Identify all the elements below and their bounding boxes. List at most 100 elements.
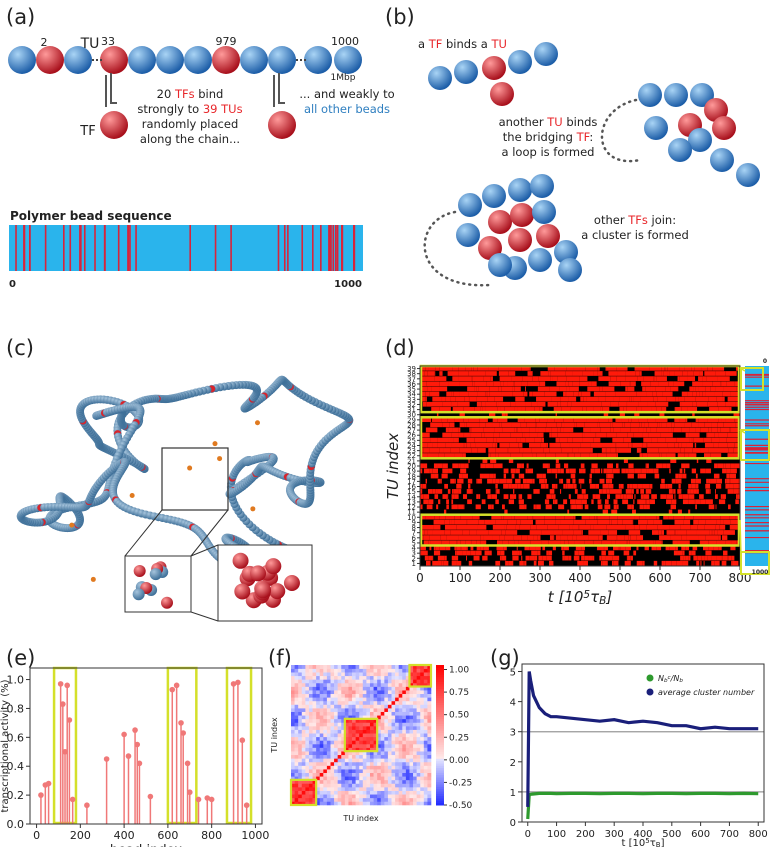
matrix-cell (334, 669, 338, 673)
activity-run (581, 463, 585, 468)
matrix-cell (363, 687, 367, 691)
matrix-cell (298, 722, 302, 726)
activity-run (585, 422, 597, 427)
activity-run (420, 463, 424, 468)
matrix-cell (302, 715, 306, 719)
activity-run (438, 556, 444, 561)
activity-run (700, 561, 701, 566)
activity-run (622, 499, 628, 504)
matrix-cell (388, 679, 392, 683)
activity-run (689, 387, 694, 392)
matrix-cell (427, 712, 431, 716)
matrix-cell (399, 683, 403, 687)
activity-run (698, 525, 705, 530)
matrix-cell (316, 733, 320, 737)
matrix-cell (374, 672, 378, 676)
activity-run (715, 530, 718, 535)
activity-run (506, 479, 512, 484)
activity-run (439, 387, 447, 392)
matrix-cell (291, 762, 295, 766)
activity-run (660, 484, 665, 489)
matrix-cell (420, 740, 424, 744)
activity-run (678, 397, 684, 402)
inset-bead (133, 588, 145, 600)
matrix-cell (309, 766, 313, 770)
activity-run (562, 422, 565, 427)
matrix-cell (291, 758, 295, 762)
matrix-cell (334, 740, 338, 744)
matrix-cell (420, 755, 424, 759)
activity-run (440, 479, 441, 484)
matrix-cell (413, 773, 417, 777)
matrix-cell (352, 701, 356, 705)
activity-run (561, 520, 574, 525)
activity-run (675, 422, 685, 427)
matrix-cell (409, 762, 413, 766)
matrix-cell (384, 783, 388, 787)
matrix-cell (298, 697, 302, 701)
activity-run (455, 397, 464, 402)
matrix-cell (424, 679, 428, 683)
activity-run (694, 371, 700, 376)
matrix-cell (298, 730, 302, 734)
matrix-cell (359, 798, 363, 802)
matrix-cell (420, 733, 424, 737)
matrix-cell (341, 683, 345, 687)
activity-run (423, 494, 429, 499)
activity-run (551, 397, 560, 402)
matrix-cell (402, 744, 406, 748)
matrix-cell (409, 744, 413, 748)
matrix-cell (399, 748, 403, 752)
matrix-cell (330, 665, 334, 669)
activity-run (614, 504, 617, 509)
activity-run (692, 392, 696, 397)
matrix-cell (392, 701, 396, 705)
activity-run (497, 551, 501, 556)
matrix-cell (427, 730, 431, 734)
matrix-cell (427, 722, 431, 726)
matrix-cell (420, 669, 424, 673)
activity-run (709, 530, 711, 535)
matrix-cell (302, 665, 306, 669)
matrix-cell (420, 712, 424, 716)
activity-run (682, 474, 686, 479)
matrix-cell (327, 726, 331, 730)
stem-head (235, 680, 241, 686)
activity-run (573, 438, 582, 443)
matrix-cell (427, 733, 431, 737)
activity-run (658, 397, 667, 402)
activity-run (572, 479, 575, 484)
matrix-cell (381, 787, 385, 791)
matrix-cell (409, 715, 413, 719)
matrix-cell (363, 733, 367, 737)
activity-run (621, 428, 631, 433)
x-axis-label: t [105​τB​] (548, 588, 613, 607)
matrix-cell (320, 780, 324, 784)
activity-run (574, 484, 577, 489)
matrix-cell (399, 701, 403, 705)
matrix-cell (327, 783, 331, 787)
matrix-cell (298, 748, 302, 752)
matrix-cell (356, 766, 360, 770)
activity-run (537, 551, 540, 556)
matrix-cell (320, 769, 324, 773)
matrix-cell (345, 669, 349, 673)
activity-run (483, 499, 485, 504)
matrix-cell (298, 679, 302, 683)
matrix-cell (298, 791, 302, 795)
bead (558, 258, 582, 282)
activity-run (657, 376, 667, 381)
matrix-cell (381, 791, 385, 795)
matrix-cell (420, 676, 424, 680)
matrix-cell (395, 701, 399, 705)
activity-run (485, 402, 496, 407)
matrix-cell (381, 737, 385, 741)
matrix-cell (334, 679, 338, 683)
matrix-cell (316, 722, 320, 726)
activity-run (696, 397, 709, 402)
matrix-cell (334, 712, 338, 716)
matrix-cell (406, 748, 410, 752)
matrix-cell (334, 704, 338, 708)
matrix-cell (334, 798, 338, 802)
matrix-cell (388, 687, 392, 691)
